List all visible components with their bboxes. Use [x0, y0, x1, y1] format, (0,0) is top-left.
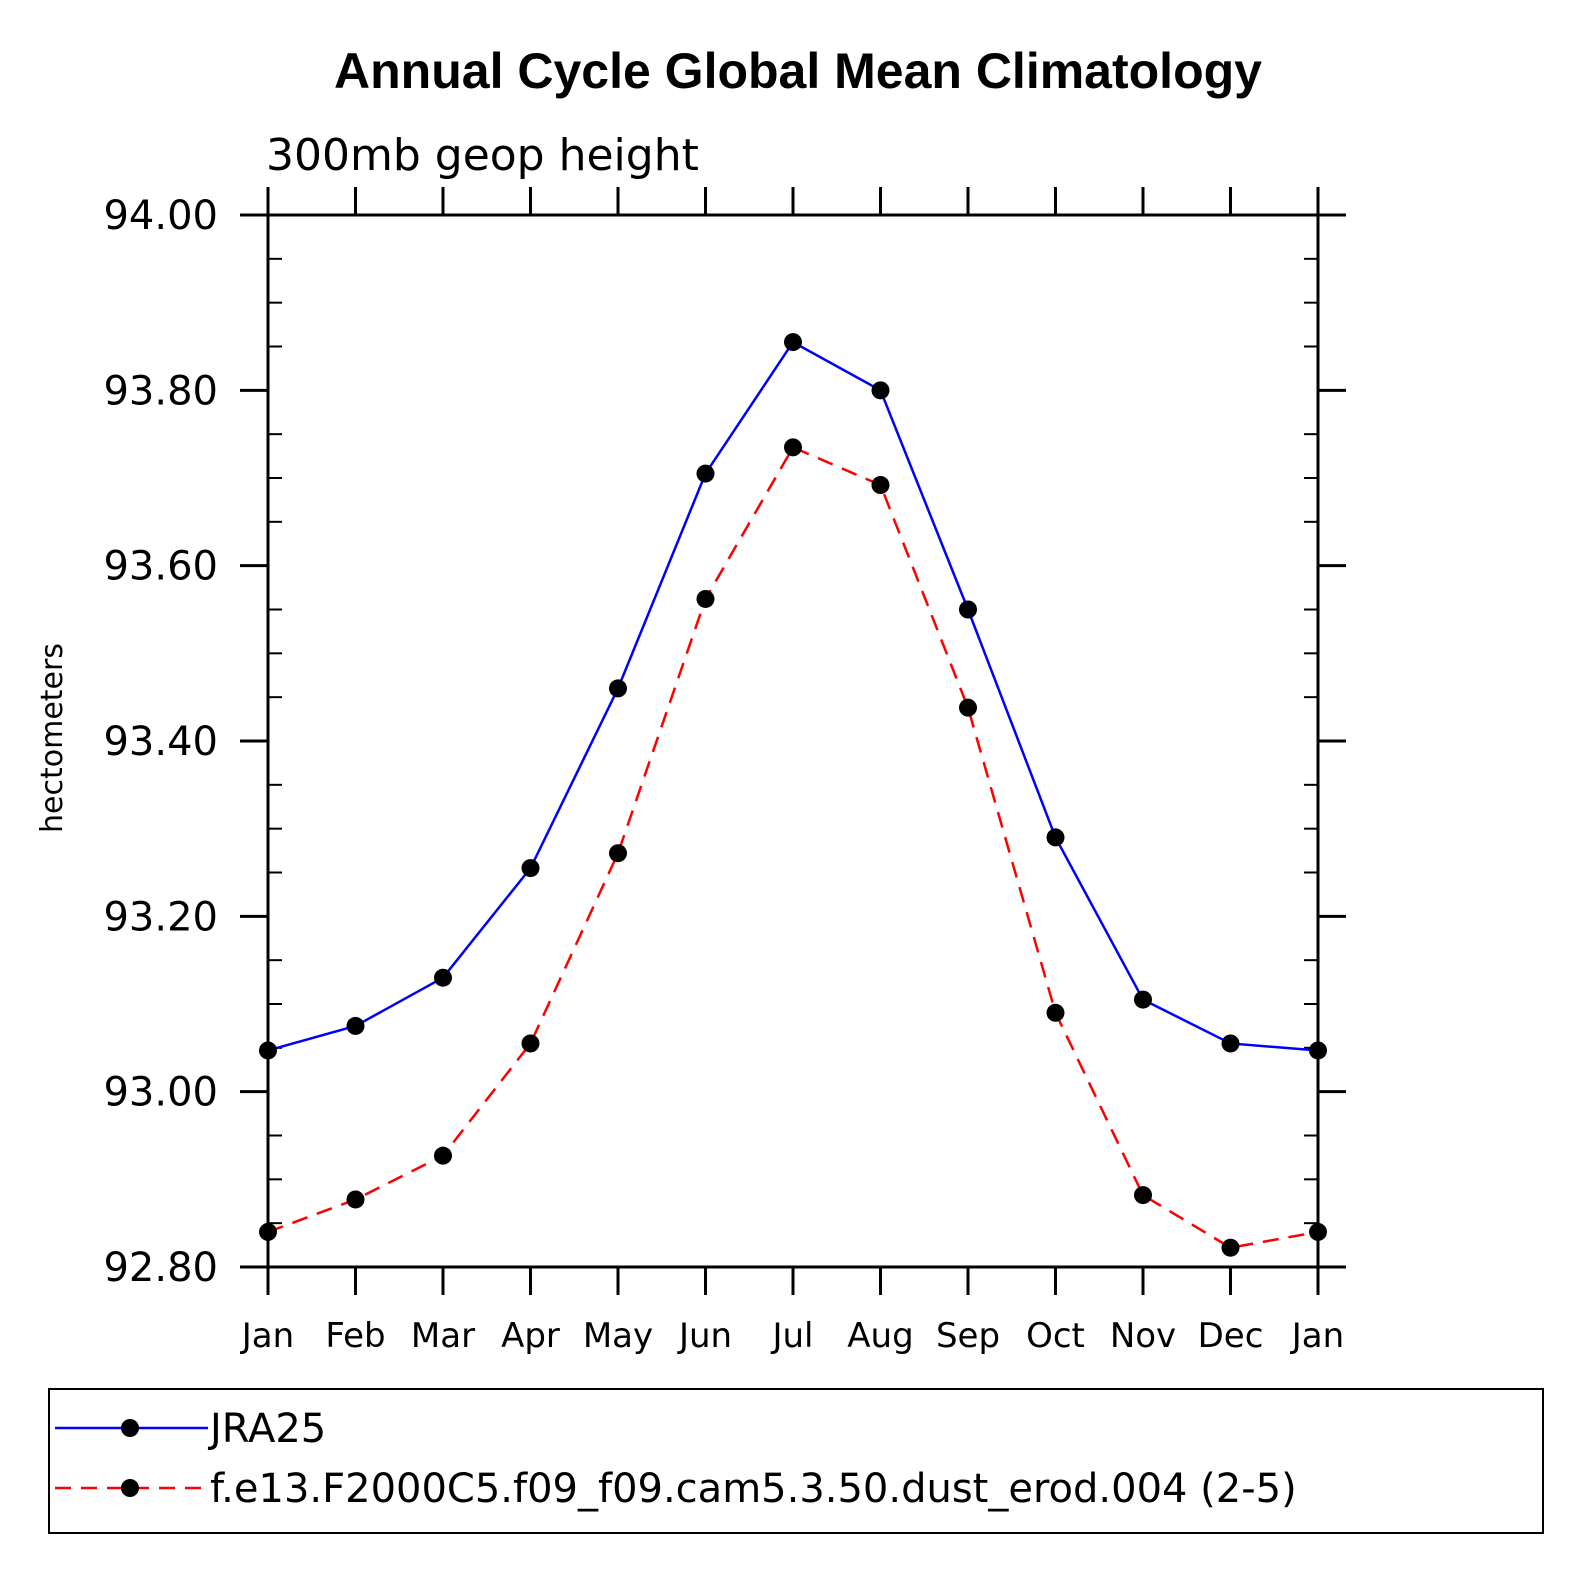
series-2-point: [259, 1222, 277, 1241]
series-2-point: [871, 476, 890, 495]
x-tick-label: Jan: [240, 1316, 294, 1356]
series-2-point: [1309, 1222, 1327, 1241]
series-2-point: [696, 589, 715, 608]
x-tick-label: Nov: [1110, 1316, 1176, 1356]
series-2-point: [1134, 1186, 1152, 1205]
legend: JRA25 f.e13.F2000C5.f09_f09.cam5.3.50.dus…: [55, 1406, 1297, 1512]
x-tick-label: Mar: [411, 1316, 475, 1356]
series-1-point: [609, 679, 627, 698]
series-1-point: [1134, 990, 1152, 1009]
series-line-2: [267, 445, 1319, 1250]
series-1-point: [1046, 828, 1065, 847]
series-1-point: [871, 381, 890, 400]
series-1-point: [1221, 1034, 1240, 1053]
series-1-point: [521, 859, 540, 878]
y-tick-label: 93.60: [103, 544, 218, 590]
series-1-point: [784, 333, 802, 352]
y-tick-label: 93.80: [103, 368, 218, 414]
series-1-point: [434, 968, 452, 987]
y-tick-label: 93.40: [103, 719, 218, 765]
series-2-point: [784, 438, 802, 457]
legend-label-1: JRA25: [207, 1406, 326, 1452]
series-2-point: [959, 698, 977, 717]
series-2-point: [1046, 1003, 1065, 1022]
series-1-point: [959, 600, 977, 619]
x-tick-label: Jan: [1290, 1316, 1344, 1356]
y-tick-label: 92.80: [103, 1245, 218, 1291]
series-2-point: [434, 1146, 452, 1165]
plot-frame: [266, 213, 1320, 1269]
x-tick-label: Aug: [847, 1316, 913, 1356]
minor-ticks: [268, 257, 1318, 1225]
x-tick-label: Sep: [936, 1316, 1000, 1356]
legend-marker-1: [121, 1419, 139, 1437]
x-axis-ticks: Jan Feb Mar Apr May Jun Jul Aug Sep Oct Nov Dec Jan: [240, 187, 1344, 1356]
x-tick-label: Oct: [1026, 1316, 1085, 1356]
y-tick-label: 94.00: [103, 193, 218, 239]
series-2-point: [609, 844, 627, 863]
x-tick-label: Jun: [677, 1316, 732, 1356]
series-1-point: [259, 1041, 277, 1060]
x-tick-label: May: [583, 1316, 653, 1356]
legend-box: [48, 1388, 1544, 1534]
series-layer: [259, 333, 1327, 1257]
legend-label-2: f.e13.F2000C5.f09_f09.cam5.3.50.dust_ero…: [210, 1466, 1297, 1512]
series-2-point: [521, 1034, 540, 1053]
y-axis-label: hectometers: [35, 643, 70, 833]
series-1-point: [1309, 1041, 1327, 1060]
y-tick-label: 93.20: [103, 894, 218, 940]
y-tick-label: 93.00: [103, 1070, 218, 1116]
x-tick-label: Jul: [770, 1316, 813, 1356]
chart-subtitle: 300mb geop height: [266, 130, 699, 181]
legend-marker-2: [121, 1479, 139, 1497]
x-tick-label: Apr: [501, 1316, 560, 1356]
y-axis-ticks: 92.80 93.00 93.20 93.40 93.60 93.80 94.00: [103, 193, 1346, 1291]
chart-title: Annual Cycle Global Mean Climatology: [334, 43, 1262, 99]
series-2-point: [1221, 1238, 1240, 1257]
x-tick-label: Dec: [1198, 1316, 1264, 1356]
series-1-point: [346, 1016, 365, 1035]
series-1-point: [696, 464, 715, 483]
series-2-point: [346, 1190, 365, 1209]
x-tick-label: Feb: [325, 1316, 385, 1356]
